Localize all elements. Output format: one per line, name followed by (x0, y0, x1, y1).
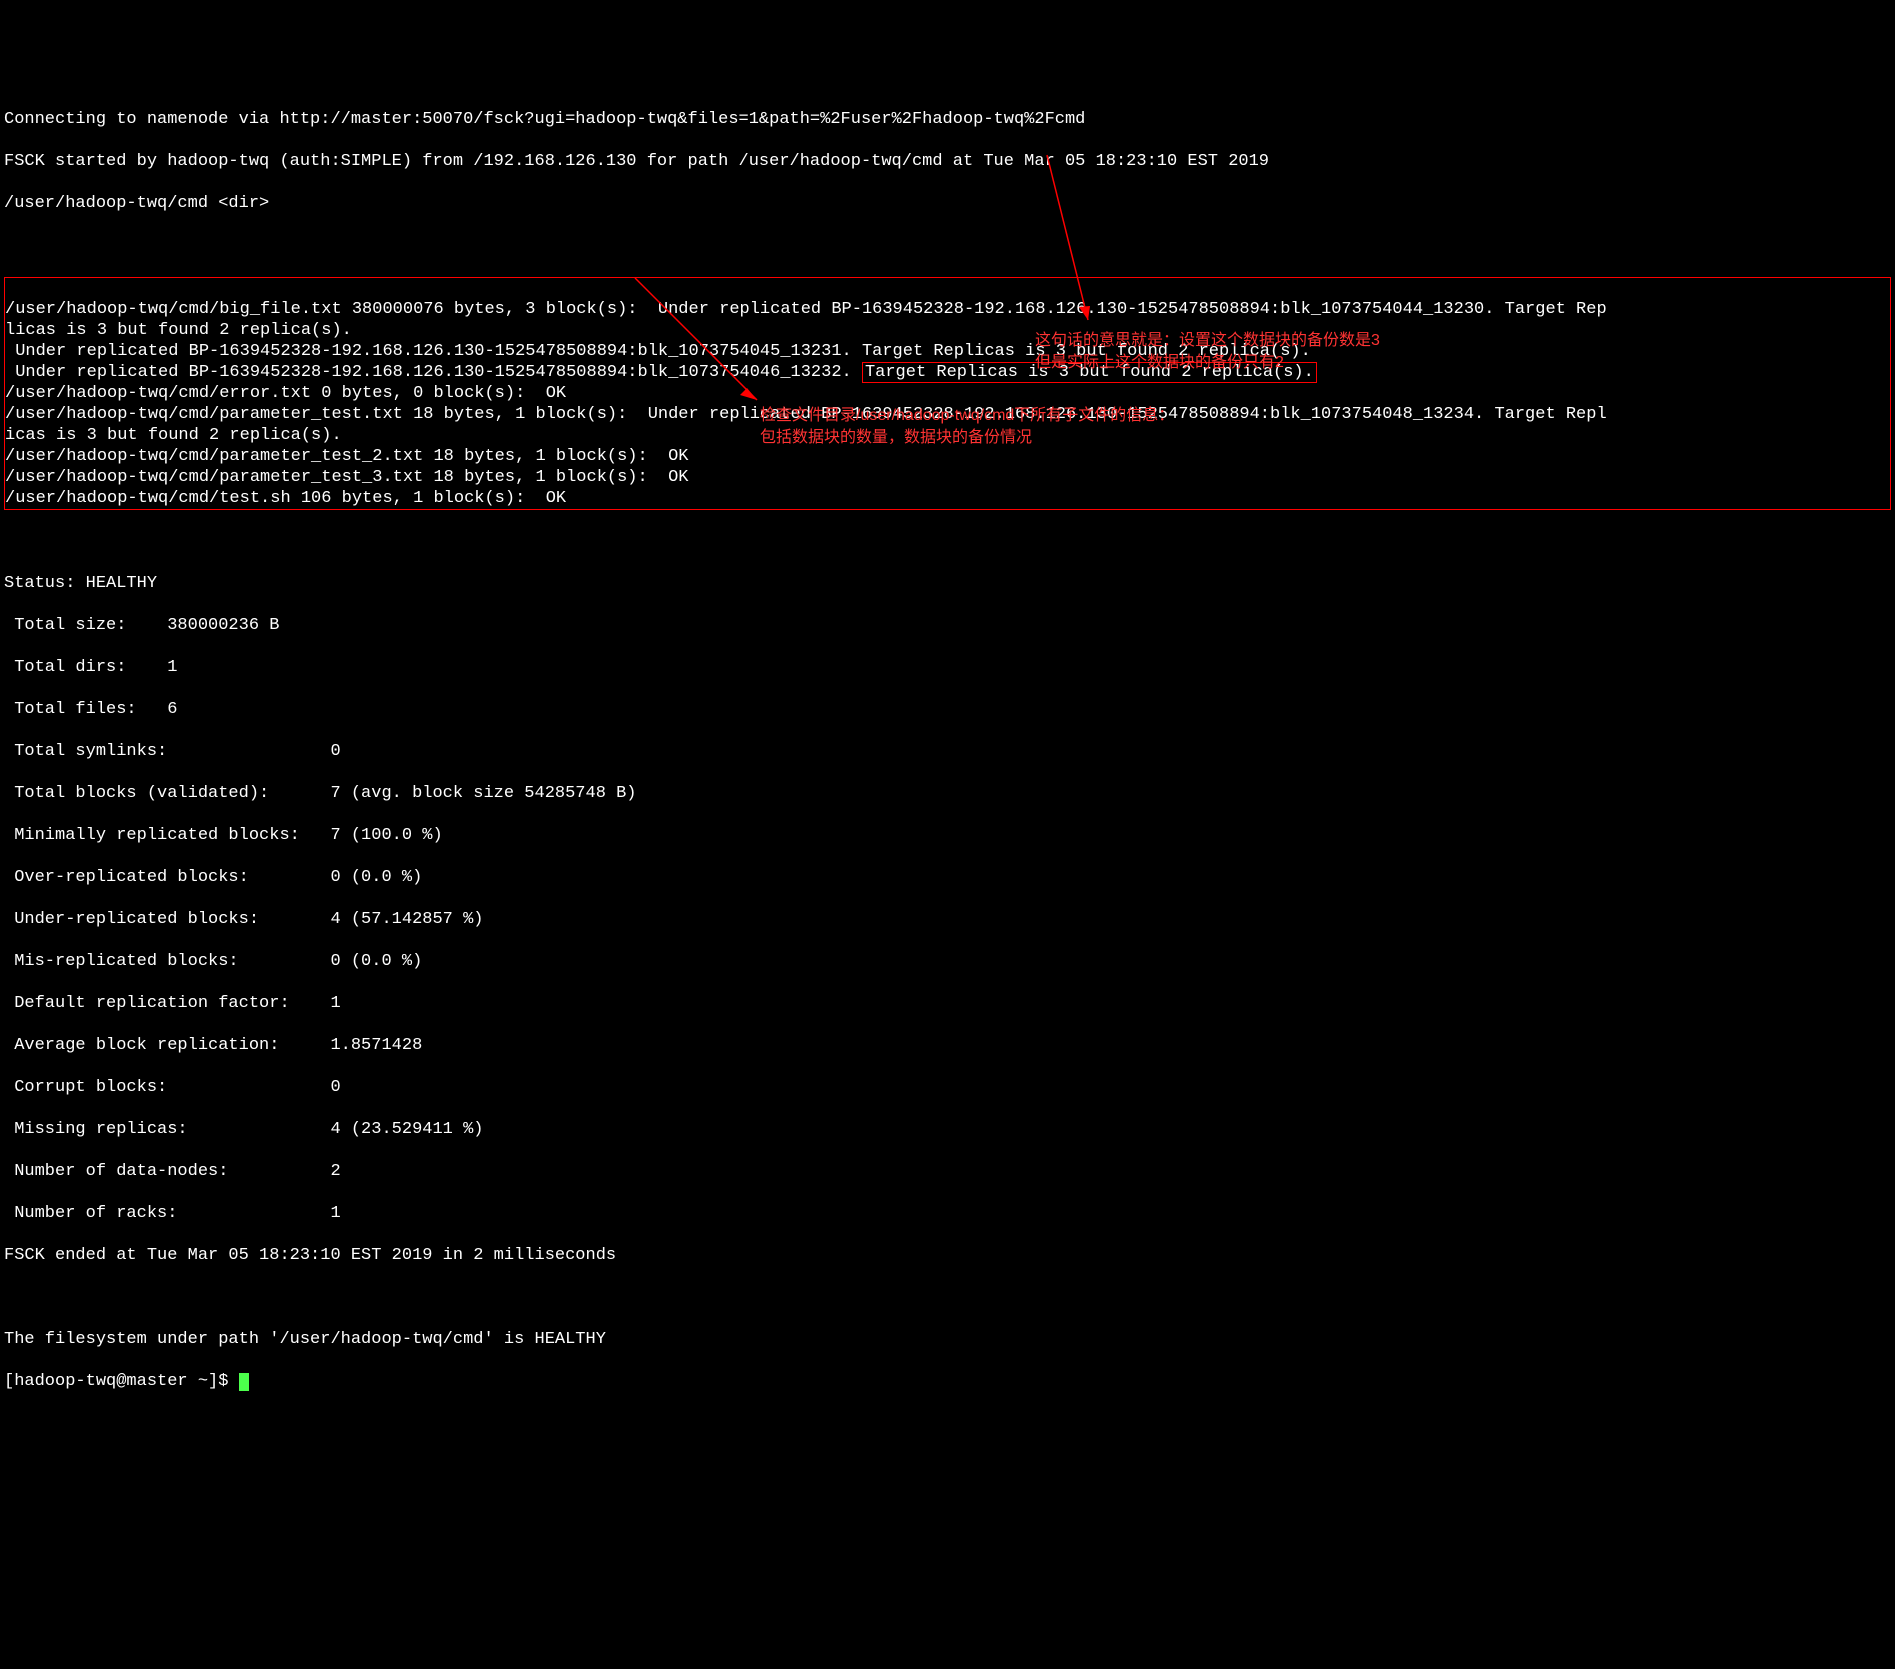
annotation-text: 包括数据块的数量，数据块的备份情况 (760, 427, 1320, 449)
annotation-text: 检查文件目录/user/hadoop-twq/cmd下所有子文件的信息： (760, 405, 1320, 427)
status-row: Minimally replicated blocks: 7 (100.0 %) (4, 825, 1891, 846)
terminal-line: icas is 3 but found 2 replica(s). (5, 426, 342, 445)
status-row: Total size: 380000236 B (4, 615, 1891, 636)
terminal-line: licas is 3 but found 2 replica(s). (5, 321, 352, 340)
status-row: Default replication factor: 1 (4, 993, 1891, 1014)
file-listing-box: /user/hadoop-twq/cmd/big_file.txt 380000… (4, 277, 1891, 510)
status-row: Total symlinks: 0 (4, 741, 1891, 762)
status-row: Mis-replicated blocks: 0 (0.0 %) (4, 951, 1891, 972)
status-row: Total blocks (validated): 7 (avg. block … (4, 783, 1891, 804)
terminal-line: /user/hadoop-twq/cmd/parameter_test_3.tx… (5, 468, 689, 487)
terminal-line: /user/hadoop-twq/cmd <dir> (4, 193, 1891, 214)
terminal-line: /user/hadoop-twq/cmd/parameter_test_2.tx… (5, 447, 689, 466)
terminal-line: FSCK started by hadoop-twq (auth:SIMPLE)… (4, 151, 1891, 172)
annotation-text: 这句话的意思就是：设置这个数据块的备份数是3 (1035, 330, 1595, 352)
annotation-mid: 检查文件目录/user/hadoop-twq/cmd下所有子文件的信息： 包括数… (760, 405, 1320, 449)
terminal-line: /user/hadoop-twq/cmd/error.txt 0 bytes, … (5, 384, 566, 403)
status-row: Total files: 6 (4, 699, 1891, 720)
cursor-icon (239, 1373, 249, 1391)
prompt-text: [hadoop-twq@master ~]$ (4, 1372, 239, 1391)
status-row: Missing replicas: 4 (23.529411 %) (4, 1119, 1891, 1140)
terminal-line: FSCK ended at Tue Mar 05 18:23:10 EST 20… (4, 1245, 1891, 1266)
annotation-right: 这句话的意思就是：设置这个数据块的备份数是3 但是实际上这个数据块的备份只有2 (1035, 330, 1595, 374)
status-header: Status: HEALTHY (4, 573, 1891, 594)
status-row: Average block replication: 1.8571428 (4, 1035, 1891, 1056)
terminal-line: /user/hadoop-twq/cmd/big_file.txt 380000… (5, 300, 1607, 319)
terminal-line: /user/hadoop-twq/cmd/test.sh 106 bytes, … (5, 489, 566, 508)
prompt-line[interactable]: [hadoop-twq@master ~]$ (4, 1371, 1891, 1392)
status-row: Under-replicated blocks: 4 (57.142857 %) (4, 909, 1891, 930)
terminal-line: Connecting to namenode via http://master… (4, 109, 1891, 130)
terminal-text: Under replicated BP-1639452328-192.168.1… (5, 363, 862, 382)
terminal-line: The filesystem under path '/user/hadoop-… (4, 1329, 1891, 1350)
status-row: Number of data-nodes: 2 (4, 1161, 1891, 1182)
status-row: Corrupt blocks: 0 (4, 1077, 1891, 1098)
status-row: Total dirs: 1 (4, 657, 1891, 678)
status-row: Over-replicated blocks: 0 (0.0 %) (4, 867, 1891, 888)
status-row: Number of racks: 1 (4, 1203, 1891, 1224)
annotation-text: 但是实际上这个数据块的备份只有2 (1035, 352, 1595, 374)
